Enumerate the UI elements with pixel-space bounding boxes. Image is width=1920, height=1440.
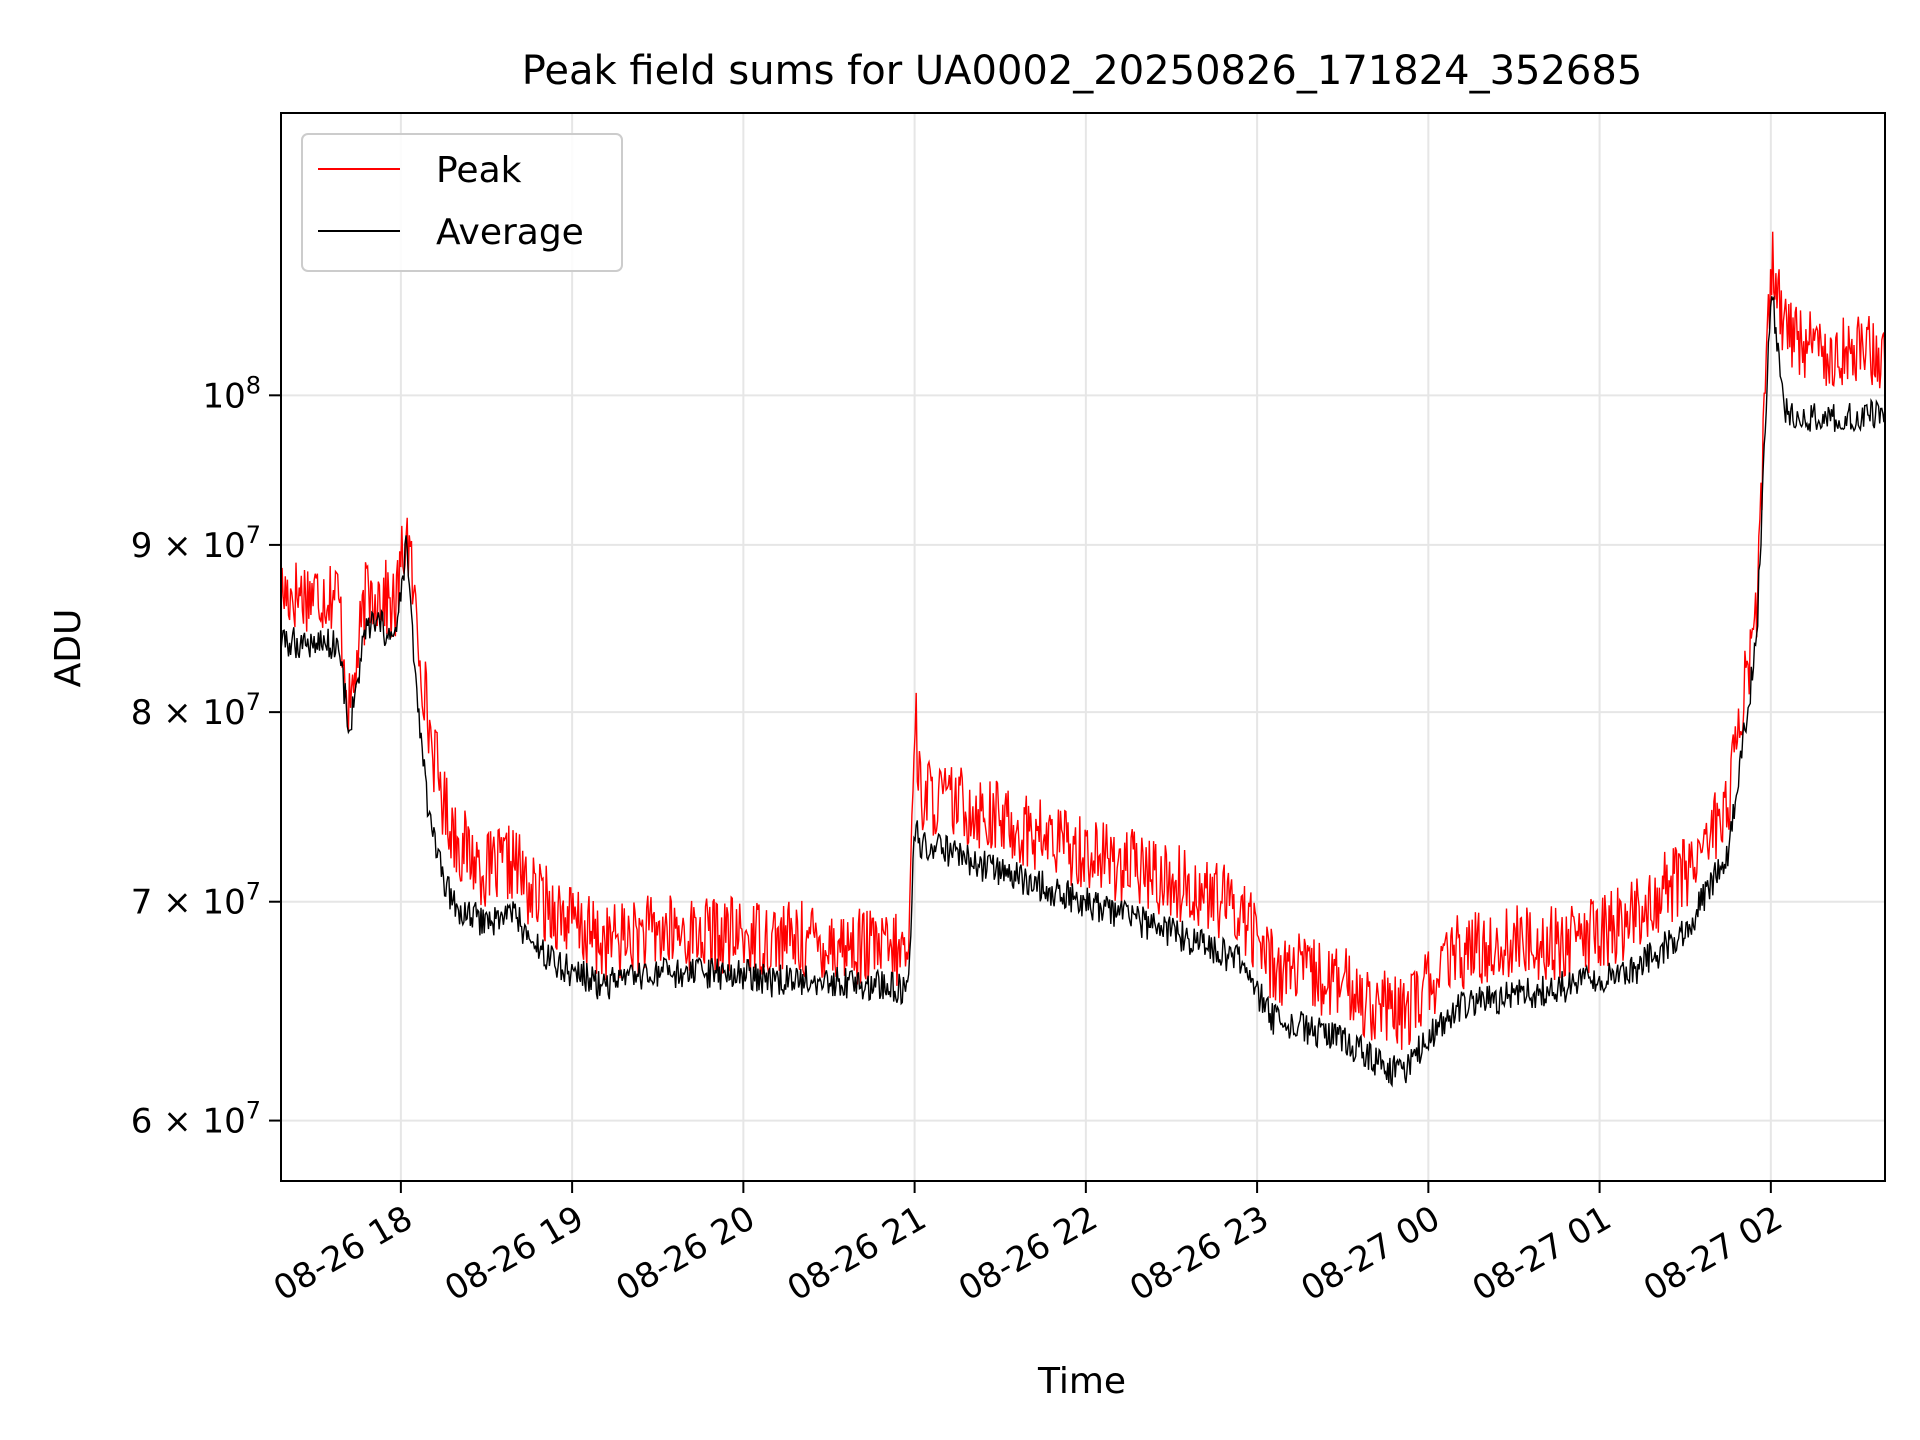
legend-label-peak: Peak — [436, 150, 522, 191]
y-axis-ticks: 6 × 107 7 × 107 8 × 107 9 × 107 108 — [131, 371, 281, 1142]
series-line-average — [281, 295, 1885, 1088]
series-line-peak — [281, 231, 1885, 1050]
y-axis-label: ADU — [48, 609, 89, 688]
chart-title: Peak field sums for UA0002_20250826_1718… — [522, 48, 1643, 94]
y-tick-label: 108 — [202, 371, 261, 416]
series-layer — [281, 231, 1885, 1088]
y-tick-label: 8 × 107 — [131, 688, 261, 733]
x-axis-label: Time — [1037, 1361, 1126, 1402]
y-tick-label: 6 × 107 — [131, 1097, 261, 1142]
y-tick-label: 7 × 107 — [131, 878, 261, 923]
plot-area-frame — [280, 112, 1886, 1182]
y-tick-label: 9 × 107 — [131, 521, 261, 566]
legend: Peak Average — [301, 133, 623, 272]
legend-label-average: Average — [436, 212, 584, 253]
